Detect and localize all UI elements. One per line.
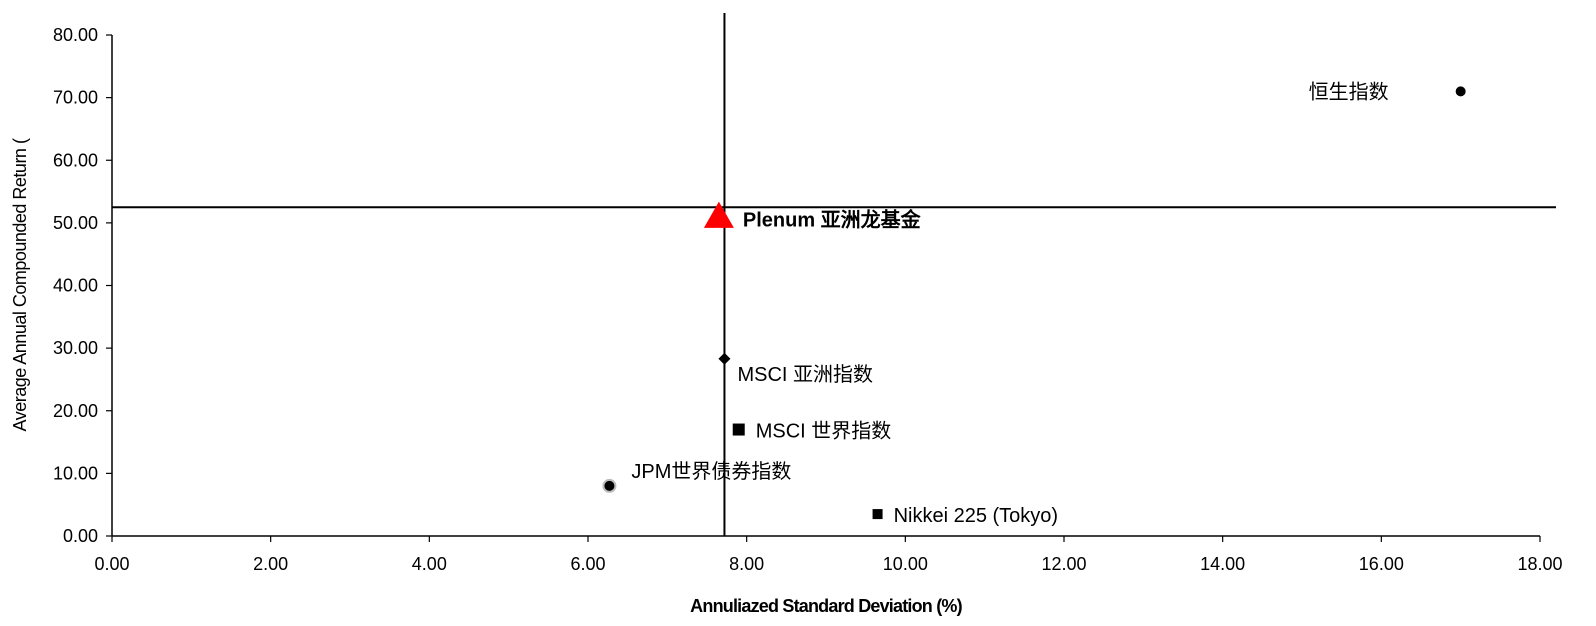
y-axis-ticks: 0.00 10.00 20.00 30.00 40.00 50.00 60.00 70.00 8… [53, 25, 112, 546]
y-tick-label: 80.00 [53, 25, 98, 45]
y-tick-label: 0.00 [63, 526, 98, 546]
y-tick-label: 10.00 [53, 463, 98, 483]
x-tick-label: 0.00 [94, 554, 129, 574]
y-tick-label: 50.00 [53, 213, 98, 233]
point-label: Nikkei 225 (Tokyo) [894, 505, 1059, 527]
point-circle-outlined [602, 478, 617, 493]
point-label: MSCI 世界指数 [756, 420, 892, 443]
x-tick-label: 6.00 [570, 554, 605, 574]
x-tick-label: 4.00 [412, 554, 447, 574]
point-square [732, 423, 745, 436]
point-label: JPM世界债券指数 [631, 460, 791, 483]
data-points [602, 86, 1466, 520]
y-tick-label: 30.00 [53, 338, 98, 358]
x-tick-label: 12.00 [1041, 554, 1086, 574]
x-tick-label: 14.00 [1200, 554, 1245, 574]
point-labels: 恒生指数 Plenum 亚洲龙基金 MSCI 亚洲指数 MSCI 世界指数 JPM世界债… [631, 80, 1388, 527]
plot-area [111, 35, 1540, 537]
y-tick-label: 20.00 [53, 401, 98, 421]
x-tick-label: 18.00 [1517, 554, 1562, 574]
reference-lines [112, 13, 1556, 536]
point-diamond [718, 352, 731, 365]
y-tick-label: 40.00 [53, 276, 98, 296]
x-tick-label: 2.00 [253, 554, 288, 574]
point-label: Plenum 亚洲龙基金 [743, 208, 922, 232]
y-tick-label: 60.00 [53, 150, 98, 170]
x-tick-label: 16.00 [1359, 554, 1404, 574]
point-label: MSCI 亚洲指数 [737, 363, 873, 386]
x-tick-label: 10.00 [883, 554, 928, 574]
y-axis-title: Average Annual Compounded Return ( [10, 138, 30, 431]
y-tick-label: 70.00 [53, 88, 98, 108]
point-circle [1455, 86, 1466, 97]
x-tick-label: 8.00 [729, 554, 764, 574]
point-label: 恒生指数 [1309, 80, 1389, 103]
x-axis-ticks: 0.00 2.00 4.00 6.00 8.00 10.00 12.00 14.00 16.00… [94, 536, 1563, 574]
point-square-small [872, 509, 883, 520]
x-axis-title: Annuliazed Standard Deviation (%) [690, 596, 962, 616]
point-triangle [703, 201, 734, 228]
